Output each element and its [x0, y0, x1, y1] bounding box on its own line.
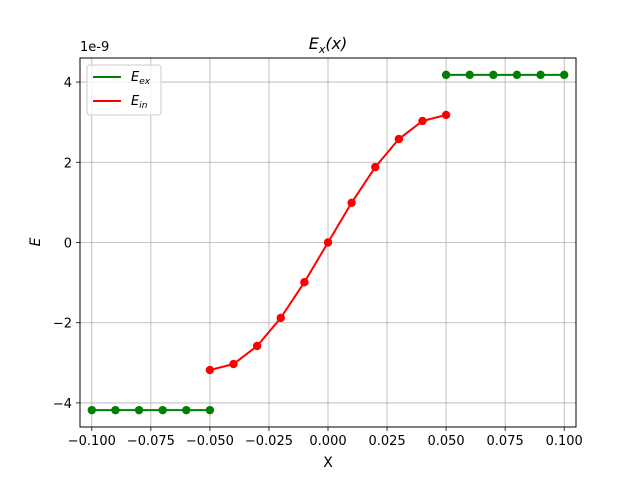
series-in — [205, 110, 451, 375]
y-tick-label: 2 — [64, 156, 72, 171]
data-point — [512, 70, 522, 80]
series-layer — [87, 70, 569, 415]
y-tick-label: 4 — [64, 76, 72, 91]
legend: Eex Ein — [86, 64, 162, 116]
chart-title: Ex(x) — [309, 34, 348, 56]
data-point — [441, 110, 451, 120]
data-point — [229, 359, 238, 369]
title-base: E — [309, 34, 320, 53]
x-tick-label: 0.025 — [368, 434, 405, 449]
data-point — [323, 238, 333, 247]
title-sub: x — [318, 43, 326, 56]
data-point — [205, 365, 215, 375]
title-tail: (x) — [325, 34, 347, 53]
x-axis-label: X — [323, 455, 333, 471]
data-point — [182, 405, 191, 415]
y-offset-label: 1e-9 — [80, 40, 109, 55]
data-point — [536, 70, 545, 80]
x-tick-label: 0.100 — [546, 434, 583, 449]
data-point — [347, 198, 356, 207]
data-point — [276, 313, 285, 323]
data-point — [559, 70, 569, 80]
y-tick-label: −4 — [53, 397, 72, 412]
legend-in-base: E — [131, 94, 140, 109]
legend-entry-in: Ein — [131, 94, 148, 111]
series-ex — [87, 70, 569, 415]
legend-ex-sub: ex — [139, 77, 151, 87]
x-tick-label: −0.050 — [186, 434, 234, 449]
data-point — [489, 70, 498, 80]
axis-ticks: −0.100 −0.075 −0.050 −0.025 0.000 0.025 0.050 0… — [53, 76, 583, 449]
x-tick-label: 0.000 — [309, 434, 346, 449]
data-point — [111, 405, 120, 415]
data-point — [252, 341, 262, 351]
x-tick-label: 0.075 — [487, 434, 524, 449]
data-point — [465, 70, 474, 80]
data-point — [371, 162, 380, 172]
x-tick-label: −0.025 — [245, 434, 293, 449]
y-tick-label: 0 — [64, 237, 72, 252]
data-point — [394, 134, 404, 144]
x-tick-label: 0.050 — [427, 434, 464, 449]
y-tick-label: −2 — [53, 317, 72, 332]
data-point — [134, 405, 144, 415]
data-point — [300, 278, 309, 287]
legend-ex-base: E — [131, 70, 140, 85]
data-point — [441, 70, 451, 80]
legend-box — [86, 64, 162, 116]
legend-entry-ex: Eex — [131, 70, 151, 87]
y-axis-label: E — [28, 237, 44, 246]
x-tick-label: −0.100 — [68, 434, 116, 449]
x-tick-label: −0.075 — [127, 434, 175, 449]
data-point — [87, 405, 97, 415]
data-point — [205, 405, 215, 415]
data-point — [158, 405, 167, 415]
data-point — [418, 116, 427, 126]
legend-in-sub: in — [139, 101, 148, 111]
